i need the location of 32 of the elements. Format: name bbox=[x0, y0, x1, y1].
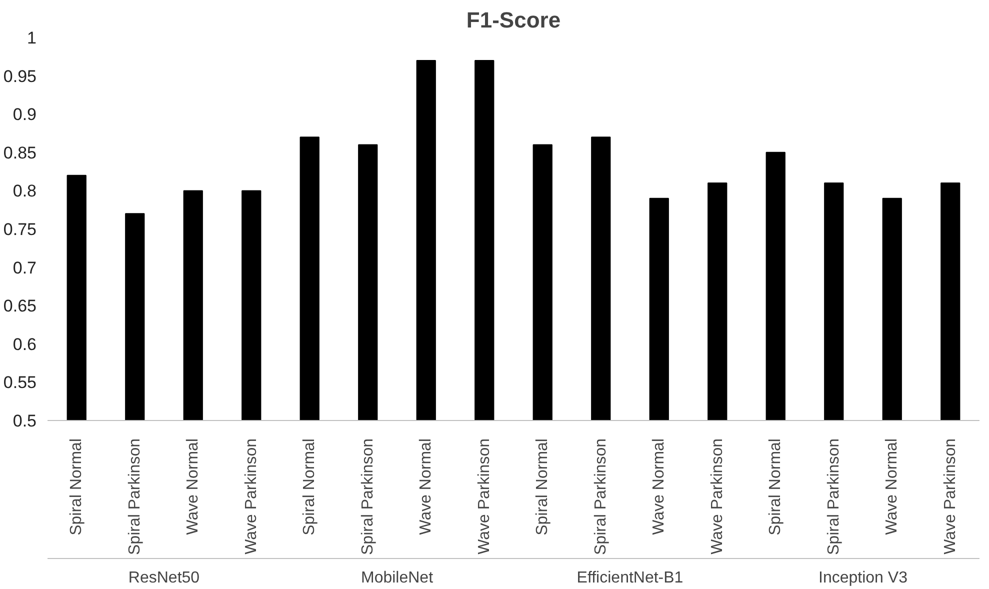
x-tick-label: Spiral Normal bbox=[767, 438, 784, 536]
x-tick-label: Spiral Parkinson bbox=[359, 438, 376, 555]
x-tick-label: Spiral Parkinson bbox=[825, 438, 842, 555]
x-tick-label: Wave Parkinson bbox=[942, 438, 959, 554]
text: MobileNet bbox=[360, 570, 434, 586]
text: ResNet50 bbox=[128, 570, 200, 586]
x-tick-label: Spiral Normal bbox=[68, 438, 86, 536]
x-tick-label: Spiral Normal bbox=[301, 438, 318, 536]
chart-title: F1-Score bbox=[466, 8, 561, 32]
x-tick-label: Spiral Normal bbox=[534, 438, 552, 536]
x-tick-label: Wave Parkinson bbox=[242, 438, 260, 554]
y-tick-label: 0.7 bbox=[12, 258, 37, 278]
y-tick-label: 0.85 bbox=[3, 143, 37, 162]
text: Inception V3 bbox=[818, 570, 908, 586]
y-tick-label: 0.95 bbox=[3, 66, 37, 86]
y-tick-label: 0.9 bbox=[12, 105, 37, 124]
y-tick-label: 0.75 bbox=[3, 220, 37, 239]
x-tick-label: Wave Parkinson bbox=[476, 438, 493, 554]
x-tick-label: Spiral Parkinson bbox=[126, 438, 144, 555]
x-tick-label: Wave Normal bbox=[650, 438, 668, 535]
y-tick-label: 0.8 bbox=[12, 182, 37, 201]
y-tick-label: 0.65 bbox=[3, 296, 37, 316]
y-tick-label: 0.5 bbox=[12, 412, 37, 430]
text: EfficientNet-B1 bbox=[576, 570, 684, 586]
x-tick-label: Wave Normal bbox=[418, 438, 435, 535]
y-tick-label: 0.55 bbox=[3, 373, 37, 392]
y-tick-label: 0.6 bbox=[12, 334, 37, 354]
x-tick-label: Wave Normal bbox=[184, 438, 202, 535]
x-tick-label: Wave Normal bbox=[884, 438, 901, 535]
y-tick-label: 1 bbox=[27, 28, 37, 48]
x-tick-label: Wave Parkinson bbox=[708, 438, 726, 554]
x-tick-label: Spiral Parkinson bbox=[592, 438, 610, 555]
